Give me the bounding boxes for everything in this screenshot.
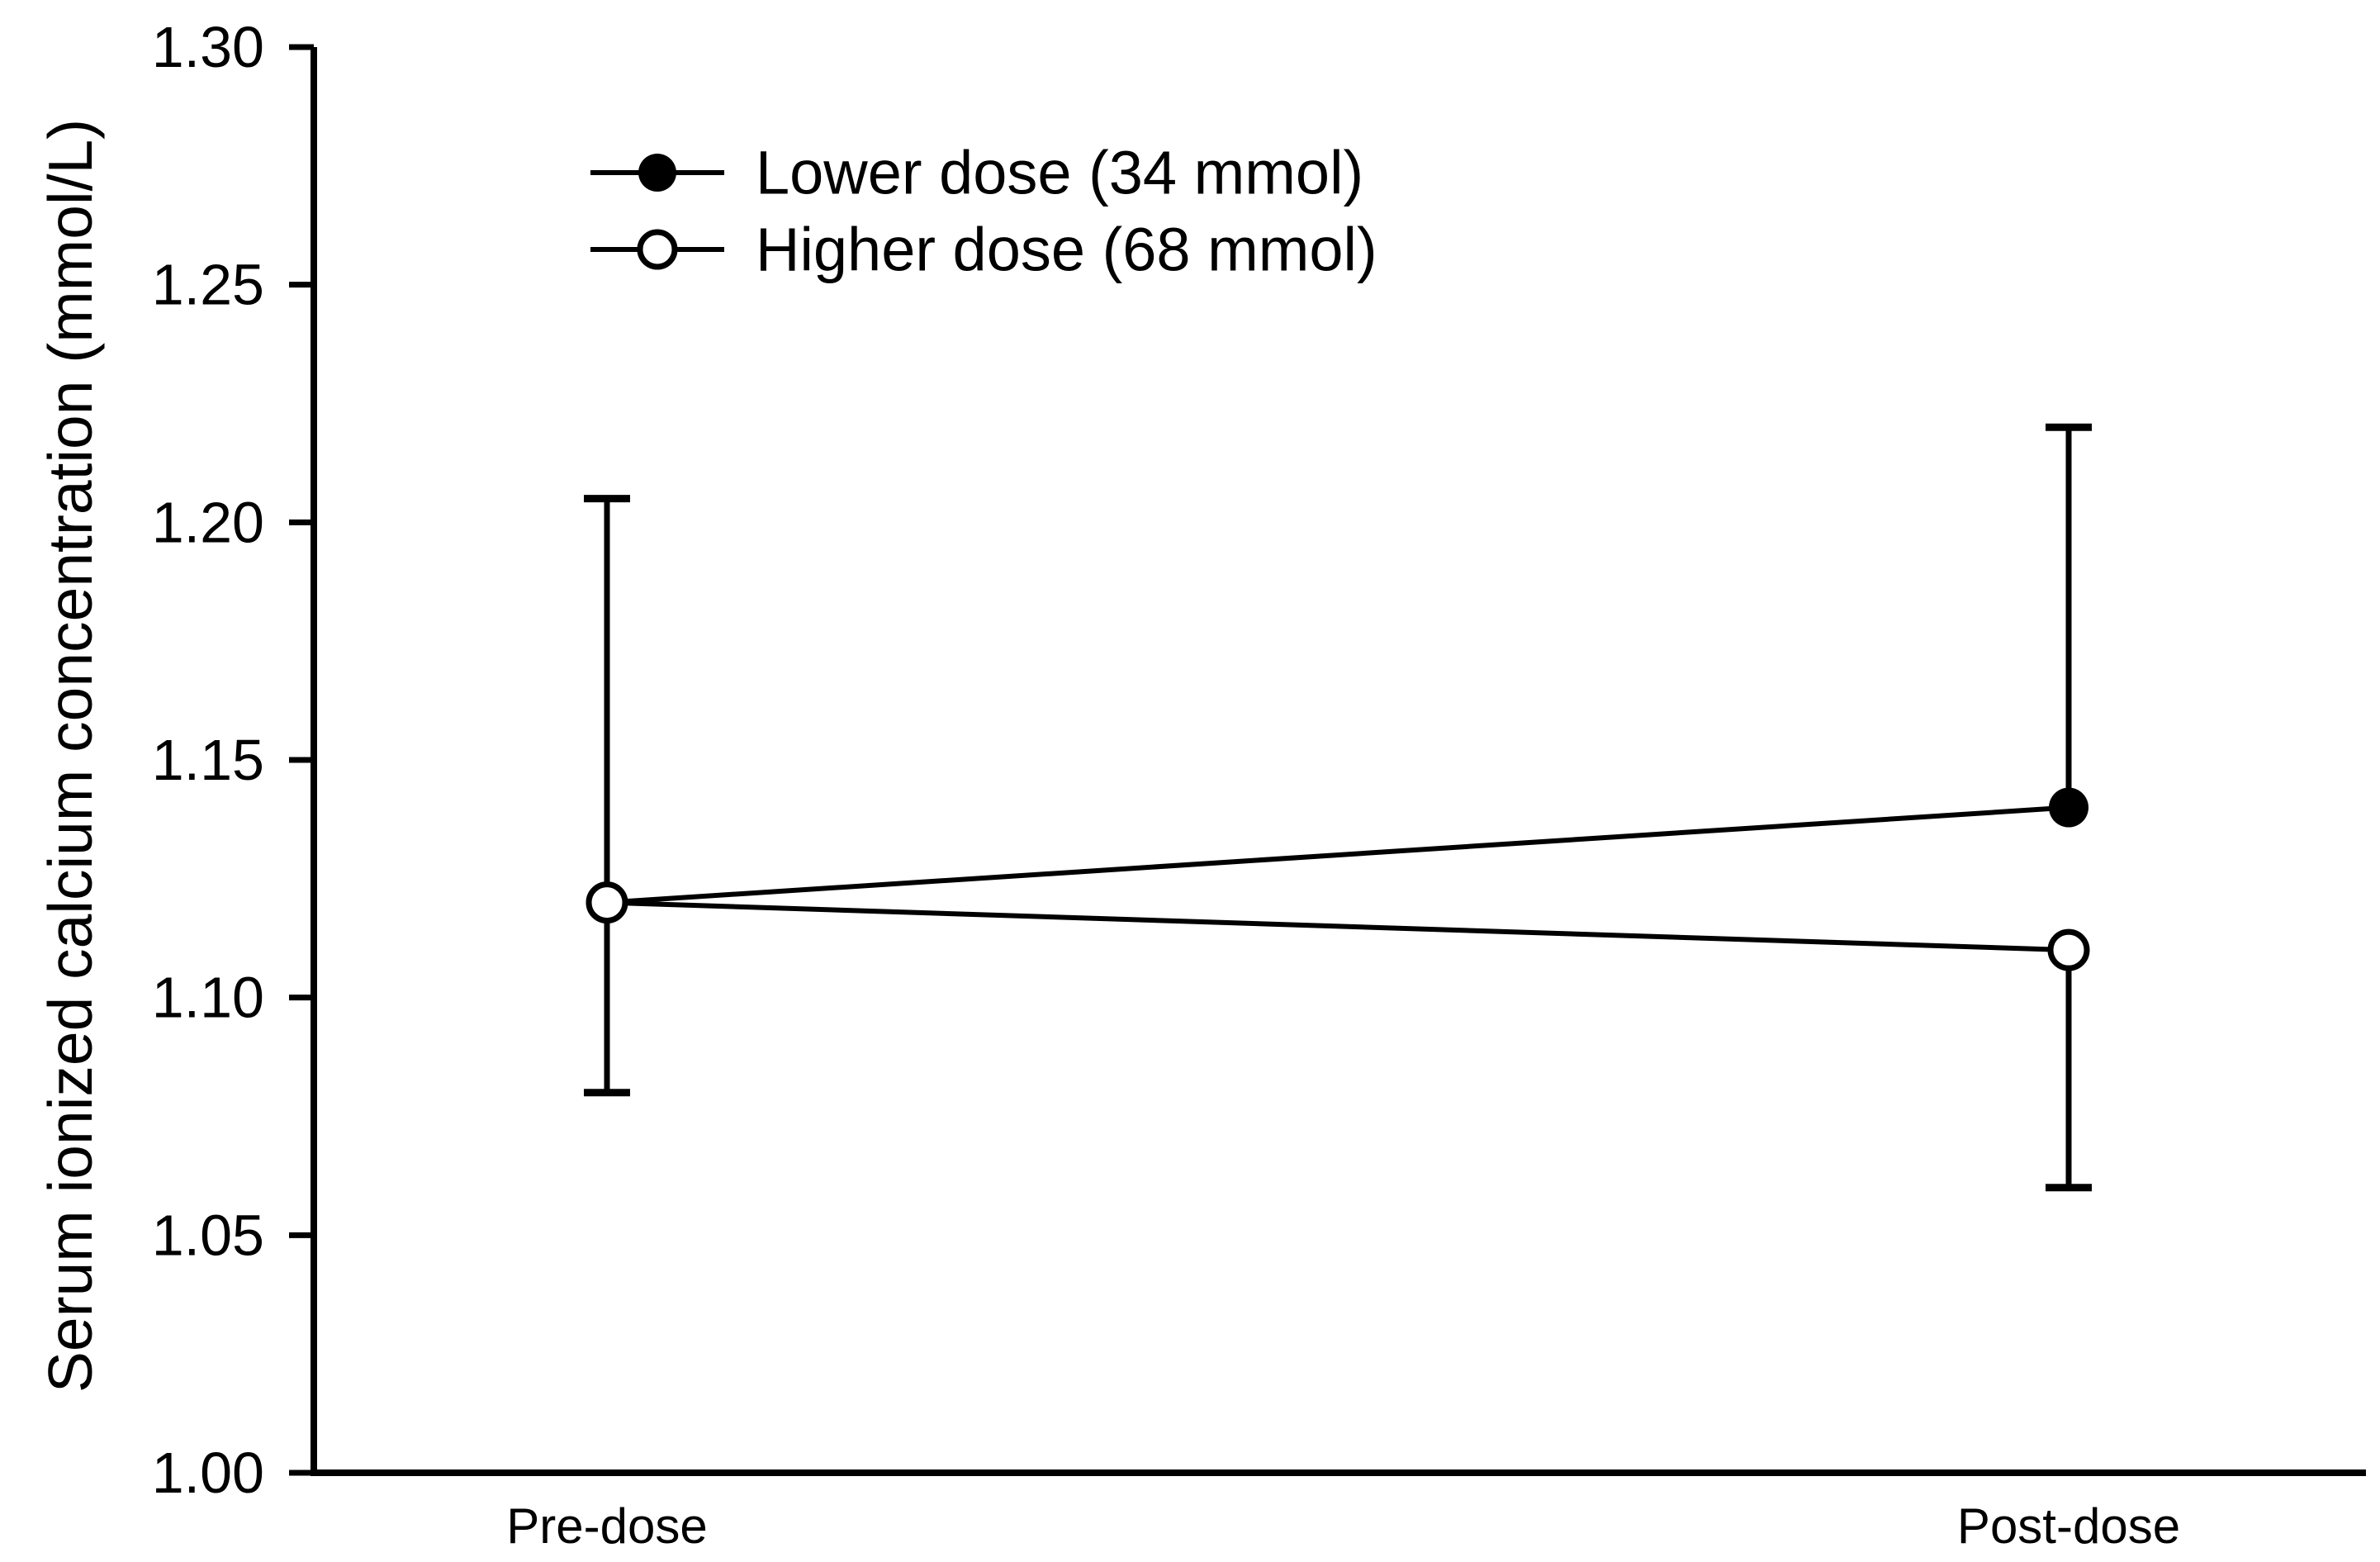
series-line [606,900,2069,953]
legend-item: Higher dose (68 mmol) [590,216,1377,284]
legend-item: Lower dose (34 mmol) [590,139,1363,207]
legend-label: Lower dose (34 mmol) [756,139,1363,207]
y-tick-label: 1.30 [152,15,264,79]
y-tick-label: 1.25 [152,253,264,317]
series-line [606,805,2069,905]
y-tick-label: 1.15 [152,728,264,792]
y-axis-title: Serum ionized calcium concentration (mmo… [36,119,105,1393]
data-point-marker-filled [2049,787,2088,828]
legend-marker-filled [638,154,676,192]
x-category-label: Post-dose [1957,1498,2180,1554]
data-point-marker-open [2047,928,2090,971]
y-tick-label: 1.05 [152,1203,264,1267]
legend-label: Higher dose (68 mmol) [756,216,1377,284]
legend-marker-open [637,229,678,270]
data-point-marker-open [586,881,628,924]
y-tick-label: 1.20 [152,490,264,554]
x-category-label: Pre-dose [506,1498,707,1554]
y-tick-label: 1.00 [152,1441,264,1505]
y-tick-label: 1.10 [152,966,264,1030]
